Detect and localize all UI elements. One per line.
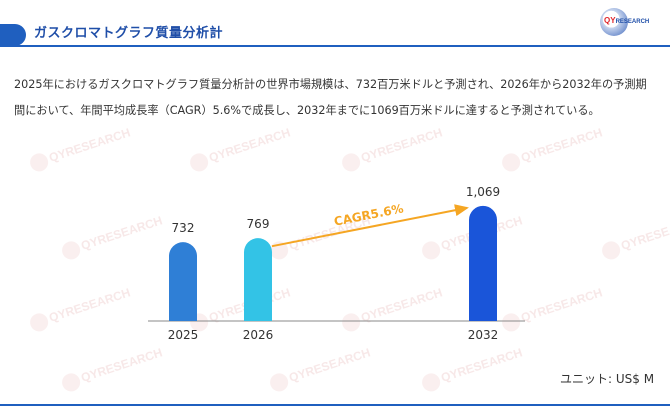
tick-label-2025: 2025 [168, 328, 199, 342]
description-line-2: 間において、年間平均成長率（CAGR）5.6%で成長し、2032年までに1069… [14, 104, 600, 117]
value-label-2025: 732 [172, 221, 195, 235]
description-text: 2025年におけるガスクロマトグラフ質量分析計の世界市場規模は、732百万米ドル… [14, 72, 664, 124]
footer-divider [0, 404, 670, 406]
header-divider [0, 45, 670, 47]
bar-2026 [244, 238, 272, 321]
bar-2025 [169, 242, 197, 321]
unit-label: ユニット: US$ M [560, 372, 655, 386]
qyresearch-logo: QYRESEARCH [598, 6, 662, 44]
value-label-2032: 1,069 [466, 185, 500, 199]
logo-text: QYRESEARCH [604, 16, 650, 25]
cagr-label: CAGR5.6% [333, 201, 405, 228]
cagr-arrow [271, 204, 469, 248]
header-accent [0, 24, 26, 46]
bar-2032 [469, 205, 497, 321]
bars-group: 732 2025 769 2026 1,069 2032 CAGR5.6% [168, 185, 500, 342]
header-bar: ガスクロマトグラフ質量分析計 QYRESEARCH [0, 0, 670, 50]
tick-label-2026: 2026 [243, 328, 274, 342]
tick-label-2032: 2032 [468, 328, 499, 342]
logo-globe-icon [600, 8, 628, 36]
description-line-1: 2025年におけるガスクロマトグラフ質量分析計の世界市場規模は、732百万米ドル… [14, 78, 647, 91]
page-title: ガスクロマトグラフ質量分析計 [34, 26, 224, 41]
value-label-2026: 769 [247, 217, 270, 231]
